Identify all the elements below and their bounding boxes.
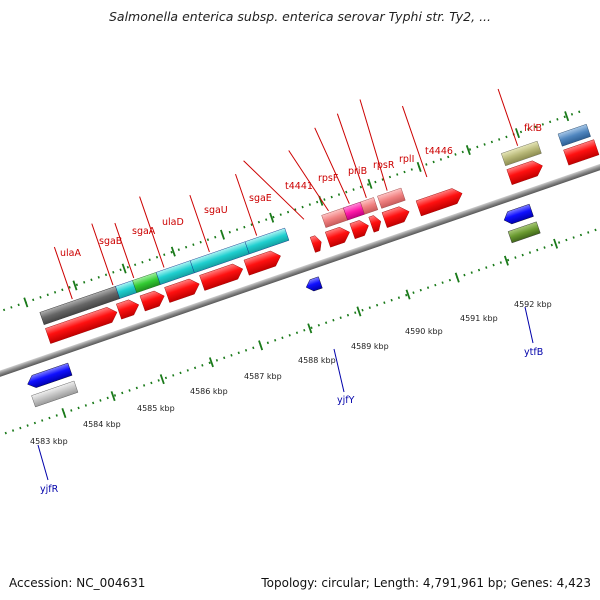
gene-yjfY-arrow[interactable] bbox=[304, 276, 323, 293]
cds-arrow bbox=[309, 235, 322, 253]
leader-yjfY bbox=[333, 348, 345, 393]
leader-yjfR bbox=[37, 444, 49, 481]
gene-label-sgaE[interactable]: sgaE bbox=[249, 193, 272, 204]
gene-label-yjfR[interactable]: yjfR bbox=[40, 484, 59, 495]
genome-backbone bbox=[0, 159, 600, 388]
cds-arrow bbox=[116, 299, 140, 320]
cds-arrow bbox=[139, 290, 165, 312]
forward-tick-ruler bbox=[0, 109, 585, 327]
scale-label: 4591 kbp bbox=[460, 314, 498, 323]
gene-label-t4446[interactable]: t4446 bbox=[425, 146, 453, 157]
cds-arrow bbox=[415, 188, 463, 217]
scale-label: 4589 kbp bbox=[351, 342, 389, 351]
gene-sgaE-block[interactable] bbox=[244, 227, 290, 255]
forward-gene-labels: ulaA sgaB sgaA ulaD sgaU sgaE t4441 rpsF… bbox=[60, 123, 542, 259]
accession-label: Accession: NC_004631 bbox=[9, 576, 146, 590]
reverse-gene-labels: yjfY ytfB yjfR bbox=[37, 306, 543, 495]
gene-ytfB-arrow[interactable] bbox=[502, 203, 534, 226]
gene-sgaA-block[interactable] bbox=[132, 272, 161, 294]
cds-arrow bbox=[199, 263, 244, 291]
gene-steel-block[interactable] bbox=[557, 123, 591, 147]
cds-arrow bbox=[45, 307, 118, 344]
cds-arrow bbox=[563, 139, 600, 166]
gene-label-priB[interactable]: priB bbox=[348, 166, 367, 177]
gene-label-fklB[interactable]: fklB bbox=[524, 123, 542, 134]
gene-rpsR-block[interactable] bbox=[360, 197, 379, 215]
reverse-major-ticks bbox=[61, 238, 559, 419]
scale-label: 4590 kbp bbox=[405, 327, 443, 336]
gene-yjfR-arrow[interactable] bbox=[25, 362, 73, 390]
gene-label-yjfY[interactable]: yjfY bbox=[337, 395, 355, 406]
gene-label-rpsF[interactable]: rpsF bbox=[318, 173, 338, 184]
cds-arrow bbox=[506, 160, 543, 185]
gene-label-t4441[interactable]: t4441 bbox=[285, 181, 313, 192]
gene-label-sgaA[interactable]: sgaA bbox=[132, 226, 156, 237]
gene-ytfB-block[interactable] bbox=[507, 221, 541, 244]
topology-label: Topology: circular; Length: 4,791,961 bp… bbox=[261, 576, 591, 590]
leader-ytfB bbox=[524, 306, 534, 344]
forward-cds-arrows bbox=[45, 139, 600, 344]
scale-label: 4587 kbp bbox=[244, 372, 282, 381]
forward-label-leaders bbox=[53, 88, 519, 300]
gene-fklB-block[interactable] bbox=[501, 140, 542, 167]
gene-rplI-block[interactable] bbox=[377, 187, 406, 209]
gene-label-ulaA[interactable]: ulaA bbox=[60, 248, 81, 259]
scale-label: 4592 kbp bbox=[514, 300, 552, 309]
forward-major-ticks bbox=[23, 111, 570, 308]
gene-label-ytfB[interactable]: ytfB bbox=[524, 347, 543, 358]
gene-yjfR-block[interactable] bbox=[31, 380, 79, 408]
cds-arrow bbox=[325, 226, 350, 248]
cds-arrow bbox=[381, 206, 410, 228]
scale-label: 4586 kbp bbox=[190, 387, 228, 396]
scale-label: 4584 kbp bbox=[83, 420, 121, 429]
gene-label-ulaD[interactable]: ulaD bbox=[162, 217, 184, 228]
scale-label: 4585 kbp bbox=[137, 404, 175, 413]
gene-label-rplI[interactable]: rplI bbox=[399, 154, 414, 165]
scale-label: 4583 kbp bbox=[30, 437, 68, 446]
scale-labels: 4583 kbp 4584 kbp 4585 kbp 4586 kbp 4587… bbox=[30, 300, 552, 446]
cds-arrow bbox=[243, 250, 281, 276]
cds-arrow bbox=[349, 220, 369, 239]
gene-rpsF-block[interactable] bbox=[321, 207, 348, 228]
cds-arrow bbox=[368, 215, 382, 233]
cds-arrow bbox=[164, 278, 200, 303]
gene-label-sgaB[interactable]: sgaB bbox=[99, 236, 122, 247]
map-title: Salmonella enterica subsp. enterica sero… bbox=[108, 9, 492, 24]
gene-label-rpsR[interactable]: rpsR bbox=[373, 160, 395, 171]
scale-label: 4588 kbp bbox=[298, 356, 336, 365]
gene-label-sgaU[interactable]: sgaU bbox=[204, 205, 228, 216]
